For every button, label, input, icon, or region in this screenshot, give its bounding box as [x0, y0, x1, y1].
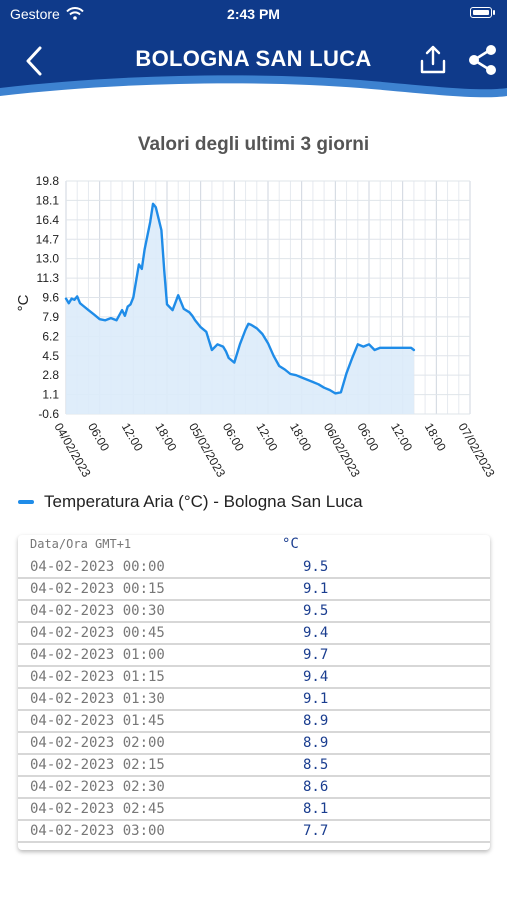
row-datetime: 04-02-2023 01:30: [30, 691, 165, 707]
y-tick-label: 16.4: [36, 213, 60, 227]
upload-icon: [420, 45, 446, 74]
chart-area: [64, 202, 416, 414]
status-carrier: Gestore: [10, 6, 60, 22]
share-button[interactable]: [466, 44, 498, 76]
x-tick-label: 06:00: [85, 421, 112, 454]
y-axis-label: °C: [15, 294, 32, 311]
x-tick-label: 06:00: [220, 421, 247, 454]
data-table[interactable]: Data/Ora GMT+1 °C 04-02-2023 00:00 9.5 04-…: [18, 535, 490, 850]
row-datetime: 04-02-2023 02:15: [30, 757, 165, 773]
y-tick-label: 7.9: [42, 310, 59, 324]
row-datetime: 04-02-2023 00:15: [30, 581, 165, 597]
chevron-left-icon: [26, 46, 42, 76]
row-value: 9.5: [303, 559, 329, 575]
header-wave-decoration: [0, 75, 507, 104]
row-value: 8.5: [303, 757, 329, 773]
app-header: Gestore 2:43 PM BOLOGNA SAN LUCA: [0, 0, 507, 104]
y-axis-ticks: 19.8 18.1 16.4 14.7 13.0 11.3 9.6 7.9 6.2 4.5 2.8 1…: [36, 174, 60, 421]
row-value: 9.1: [303, 691, 329, 707]
battery-icon: [470, 7, 492, 18]
chart-title: Valori degli ultimi 3 giorni: [137, 134, 370, 155]
table-row: 04-02-2023 02:15 8.5: [18, 755, 490, 777]
row-value: 9.4: [303, 669, 329, 685]
y-tick-label: 11.3: [37, 271, 60, 285]
row-value: 9.5: [303, 603, 329, 619]
table-row: 04-02-2023 00:45 9.4: [18, 623, 490, 645]
row-datetime: 04-02-2023 01:15: [30, 669, 165, 685]
wifi-icon: [66, 7, 84, 20]
row-value: 9.4: [303, 625, 329, 641]
y-tick-label: 2.8: [42, 368, 59, 382]
y-tick-label: 18.1: [36, 193, 60, 207]
row-datetime: 04-02-2023 02:30: [30, 779, 165, 795]
y-tick-label: 9.6: [42, 291, 59, 305]
row-datetime: 04-02-2023 03:00: [30, 823, 165, 839]
row-value: 9.7: [303, 647, 329, 663]
table-row: 04-02-2023 02:45 8.1: [18, 799, 490, 821]
row-value: 8.9: [303, 713, 329, 729]
x-tick-label: 12:00: [119, 421, 146, 454]
table-row: 04-02-2023 00:00 9.5: [18, 557, 490, 579]
chart-legend: Temperatura Aria (°C) - Bologna San Luca: [18, 492, 363, 512]
table-header: Data/Ora GMT+1 °C: [18, 535, 490, 557]
share-icon: [469, 45, 496, 75]
x-tick-label: 06:00: [354, 421, 381, 454]
row-value: 8.6: [303, 779, 329, 795]
row-datetime: 04-02-2023 00:45: [30, 625, 165, 641]
row-datetime: 04-02-2023 01:45: [30, 713, 165, 729]
page-title: BOLOGNA SAN LUCA: [135, 46, 372, 71]
row-datetime: 04-02-2023 00:00: [30, 559, 165, 575]
row-datetime: 04-02-2023 02:45: [30, 801, 165, 817]
header-date: Data/Ora GMT+1: [30, 537, 132, 551]
y-tick-label: 6.2: [42, 329, 59, 343]
x-tick-label: 12:00: [388, 421, 415, 454]
x-tick-label: 18:00: [152, 421, 179, 454]
temperature-chart[interactable]: 19.8 18.1 16.4 14.7 13.0 11.3 9.6 7.9 6.2 4.5 2.8 1…: [0, 170, 507, 490]
table-row: 04-02-2023 02:30 8.6: [18, 777, 490, 799]
x-tick-label: 07/02/2023: [455, 421, 497, 480]
row-value: 9.1: [303, 581, 329, 597]
row-datetime: 04-02-2023 02:00: [30, 735, 165, 751]
y-tick-label: 4.5: [42, 349, 59, 363]
table-row: 04-02-2023 01:45 8.9: [18, 711, 490, 733]
export-button[interactable]: [418, 44, 448, 76]
table-row: 04-02-2023 00:15 9.1: [18, 579, 490, 601]
table-row: 04-02-2023 00:30 9.5: [18, 601, 490, 623]
row-value: 8.1: [303, 801, 329, 817]
y-tick-label: -0.6: [38, 407, 59, 421]
table-row: 04-02-2023 02:00 8.9: [18, 733, 490, 755]
header-unit: °C: [282, 536, 299, 552]
legend-swatch: [18, 500, 34, 504]
status-time: 2:43 PM: [227, 6, 280, 22]
battery-tip: [493, 10, 495, 15]
table-row: 04-02-2023 01:30 9.1: [18, 689, 490, 711]
x-tick-label: 12:00: [253, 421, 280, 454]
table-row: 04-02-2023 01:00 9.7: [18, 645, 490, 667]
table-row: 04-02-2023 03:00 7.7: [18, 821, 490, 843]
back-button[interactable]: [20, 44, 50, 78]
legend-label: Temperatura Aria (°C) - Bologna San Luca: [44, 492, 363, 511]
y-tick-label: 19.8: [36, 174, 60, 188]
row-value: 7.7: [303, 823, 329, 839]
row-datetime: 04-02-2023 00:30: [30, 603, 165, 619]
series-line: [64, 202, 416, 395]
y-tick-label: 14.7: [36, 232, 60, 246]
series-area-fill: [66, 203, 414, 414]
x-tick-label: 18:00: [287, 421, 314, 454]
y-tick-label: 13.0: [36, 252, 60, 266]
y-tick-label: 1.1: [42, 388, 59, 402]
row-value: 8.9: [303, 735, 329, 751]
x-tick-label: 18:00: [422, 421, 449, 454]
row-datetime: 04-02-2023 01:00: [30, 647, 165, 663]
table-row: 04-02-2023 01:15 9.4: [18, 667, 490, 689]
